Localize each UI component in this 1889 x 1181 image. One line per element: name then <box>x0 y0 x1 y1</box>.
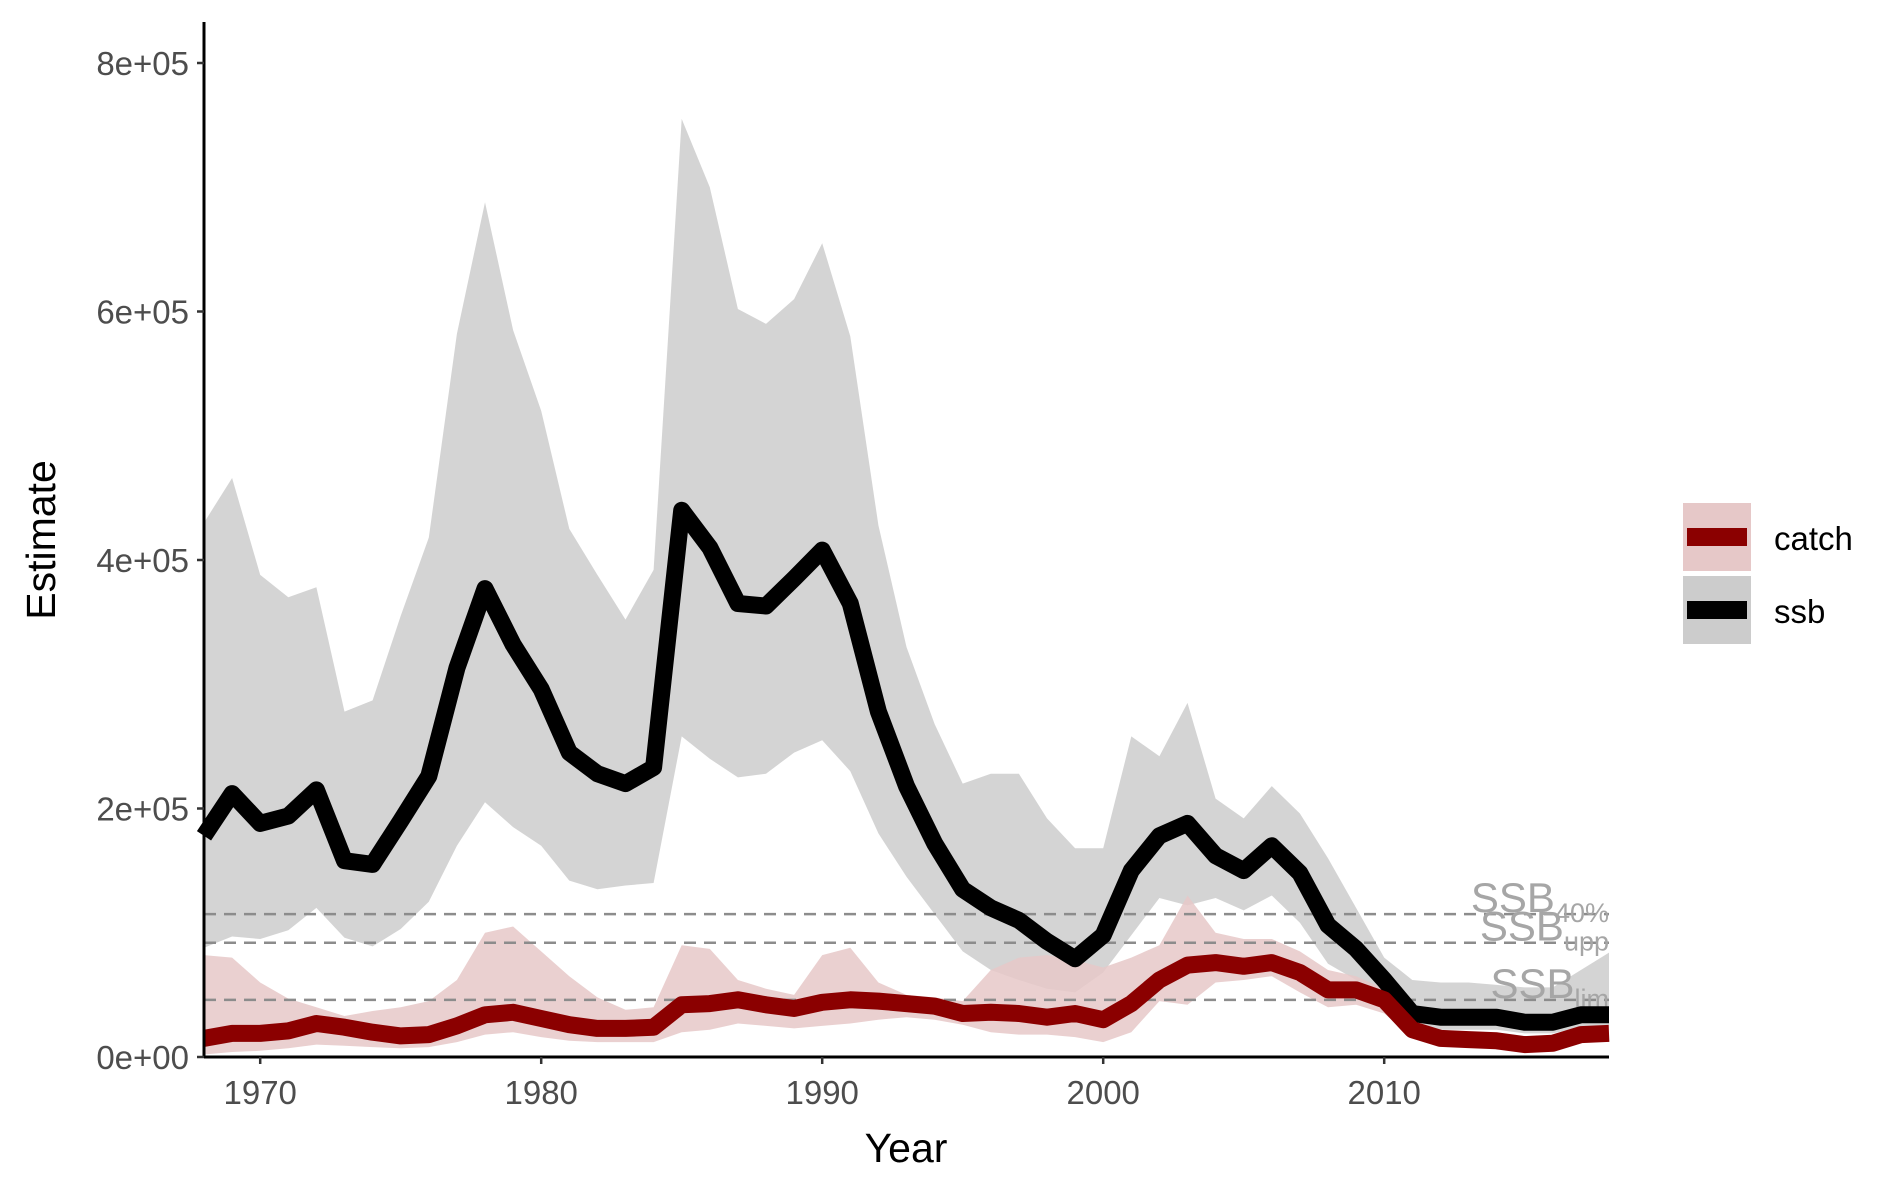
y-tick-label: 0e+00 <box>96 1039 189 1076</box>
line-ssb <box>196 501 1609 1031</box>
ref-label-40pct: SSB40% <box>1471 874 1609 928</box>
legend-key-ssb-line <box>1687 601 1747 619</box>
legend-label-ssb: ssb <box>1774 593 1825 630</box>
band-ssb <box>204 118 1609 1034</box>
x-tick-label: 2000 <box>1066 1074 1139 1111</box>
x-tick-label: 1990 <box>785 1074 858 1111</box>
x-axis-title: Year <box>865 1125 948 1171</box>
ref-label-upp: SSBupp <box>1480 903 1609 957</box>
y-axis-ticks: 0e+00 2e+05 4e+05 6e+05 8e+05 <box>96 45 204 1076</box>
legend-label-catch: catch <box>1774 520 1853 557</box>
line-catch <box>202 954 1610 1054</box>
y-tick-label: 2e+05 <box>96 791 189 828</box>
y-axis-title: Estimate <box>18 460 64 620</box>
x-tick-label: 1970 <box>223 1074 296 1111</box>
y-tick-label: 8e+05 <box>96 45 189 82</box>
legend-key-catch-line <box>1687 528 1747 546</box>
series-lines <box>196 501 1610 1054</box>
x-tick-label: 1980 <box>504 1074 577 1111</box>
y-tick-label: 6e+05 <box>96 294 189 331</box>
legend: catch ssb <box>1683 503 1853 644</box>
y-tick-label: 4e+05 <box>96 542 189 579</box>
ref-label-lim: SSBlim <box>1490 960 1609 1014</box>
x-axis-ticks: 1970 1980 1990 2000 2010 <box>223 1057 1421 1111</box>
x-tick-label: 2010 <box>1347 1074 1420 1111</box>
